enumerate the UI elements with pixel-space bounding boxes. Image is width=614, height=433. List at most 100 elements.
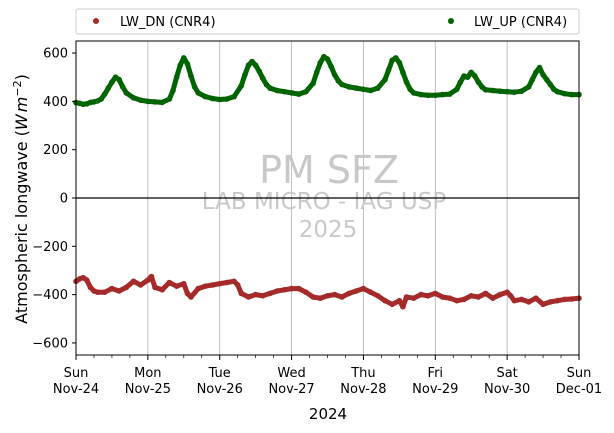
x-tick-label-date-1: Nov-25 bbox=[125, 382, 171, 397]
series-0-point-57 bbox=[432, 290, 439, 297]
series-1-point-30 bbox=[209, 95, 216, 102]
series-1-point-24 bbox=[181, 55, 187, 61]
series-1-point-58 bbox=[353, 85, 360, 91]
x-tick-label-day-3: Wed bbox=[277, 366, 305, 381]
series-0-point-33 bbox=[267, 290, 273, 297]
series-0-point-14 bbox=[148, 273, 155, 280]
series-0-point-77 bbox=[569, 296, 575, 302]
series-0-point-48 bbox=[375, 293, 381, 299]
series-1-point-55 bbox=[335, 78, 342, 84]
series-0-point-17 bbox=[166, 279, 173, 286]
series-0-point-61 bbox=[461, 296, 467, 303]
series-1-point-17 bbox=[145, 98, 151, 105]
y-tick-label-0: −600 bbox=[32, 336, 68, 351]
series-1-point-10 bbox=[109, 79, 115, 85]
series-0-point-63 bbox=[475, 294, 482, 300]
series-0-point-8 bbox=[109, 285, 115, 292]
series-1-point-69 bbox=[407, 86, 413, 93]
series-0-point-50 bbox=[389, 301, 396, 308]
series-0-point-10 bbox=[123, 284, 130, 291]
series-0-point-30 bbox=[245, 294, 252, 300]
series-1-point-21 bbox=[170, 87, 176, 94]
series-1-point-67 bbox=[400, 69, 406, 76]
x-tick-label-date-6: Nov-30 bbox=[484, 382, 530, 397]
series-layer bbox=[73, 53, 582, 310]
series-1-point-37 bbox=[249, 58, 255, 65]
series-0-point-67 bbox=[504, 289, 510, 296]
series-1-point-42 bbox=[267, 85, 273, 91]
series-0-point-22 bbox=[195, 285, 201, 292]
series-1-point-25 bbox=[184, 61, 191, 67]
series-0-point-43 bbox=[339, 294, 345, 300]
series-1-point-31 bbox=[216, 96, 223, 103]
series-1-point-19 bbox=[159, 99, 165, 106]
series-0-point-20 bbox=[184, 290, 191, 297]
legend-label-lw-dn: LW_DN (CNR4) bbox=[120, 15, 216, 30]
series-1-point-46 bbox=[296, 91, 302, 97]
y-axis: −600 −400 −200 0 200 400 600 bbox=[32, 47, 76, 351]
series-1-point-82 bbox=[475, 79, 482, 85]
series-0-point-32 bbox=[260, 293, 266, 299]
series-1-point-59 bbox=[360, 86, 367, 93]
series-0-point-71 bbox=[525, 299, 532, 305]
series-0-point-18 bbox=[173, 283, 180, 290]
series-1-point-72 bbox=[425, 92, 431, 99]
series-1-point-60 bbox=[367, 87, 374, 94]
series-1-point-14 bbox=[123, 90, 130, 96]
series-0-point-49 bbox=[382, 297, 388, 304]
series-1-point-9 bbox=[105, 85, 112, 91]
series-1-point-7 bbox=[98, 96, 104, 102]
watermark-line-2: LAB MICRO - IAG USP bbox=[202, 189, 447, 215]
y-axis-label-close: ) bbox=[12, 74, 31, 80]
series-1-point-91 bbox=[529, 76, 536, 83]
series-0-point-76 bbox=[561, 296, 568, 303]
series-0-point-75 bbox=[554, 297, 561, 304]
series-0-point-42 bbox=[331, 291, 338, 298]
series-0-point-40 bbox=[317, 295, 324, 302]
legend-frame bbox=[75, 8, 580, 35]
series-1-point-45 bbox=[288, 90, 295, 96]
series-1-point-28 bbox=[195, 90, 201, 96]
series-1-point-33 bbox=[231, 93, 237, 100]
series-1-point-15 bbox=[130, 95, 137, 101]
x-tick-label-date-7: Dec-01 bbox=[556, 382, 602, 397]
series-1-point-76 bbox=[454, 86, 460, 93]
series-1-point-50 bbox=[317, 59, 324, 66]
series-0-point-9 bbox=[116, 288, 122, 294]
series-0-point-12 bbox=[137, 282, 144, 288]
series-1-point-44 bbox=[281, 88, 288, 95]
series-1-point-95 bbox=[543, 76, 550, 83]
series-1-point-94 bbox=[540, 72, 546, 78]
y-axis-label-unit-w: W bbox=[12, 113, 31, 130]
series-1-point-66 bbox=[396, 59, 403, 66]
series-1-point-16 bbox=[137, 97, 144, 103]
series-0-point-74 bbox=[547, 299, 554, 305]
series-1-point-74 bbox=[439, 91, 446, 98]
series-0-point-34 bbox=[274, 288, 281, 294]
x-tick-label-date-2: Nov-26 bbox=[197, 382, 243, 397]
series-1-point-92 bbox=[533, 69, 539, 76]
series-1-point-13 bbox=[119, 84, 126, 90]
series-0-point-29 bbox=[238, 290, 245, 297]
series-0-point-51 bbox=[396, 297, 403, 304]
series-0-point-35 bbox=[281, 287, 288, 293]
x-tick-label-day-5: Fri bbox=[428, 366, 444, 381]
series-0-point-26 bbox=[224, 279, 230, 286]
series-1-point-63 bbox=[385, 67, 392, 73]
series-1-point-41 bbox=[263, 81, 270, 88]
series-1-point-84 bbox=[482, 87, 489, 93]
series-0-point-19 bbox=[181, 280, 187, 287]
series-0-point-13 bbox=[145, 277, 151, 283]
series-1-point-61 bbox=[375, 85, 381, 91]
series-1-point-54 bbox=[331, 72, 338, 78]
series-1-point-38 bbox=[252, 62, 259, 68]
series-1-point-85 bbox=[490, 87, 496, 94]
series-0-point-56 bbox=[425, 293, 431, 299]
x-tick-label-day-6: Sat bbox=[496, 366, 517, 381]
series-1-point-34 bbox=[238, 82, 245, 89]
series-0-point-16 bbox=[159, 287, 165, 293]
y-tick-label-2: −200 bbox=[32, 240, 68, 255]
series-0-point-55 bbox=[418, 291, 424, 298]
y-axis-label-unit-m: m bbox=[12, 97, 31, 113]
